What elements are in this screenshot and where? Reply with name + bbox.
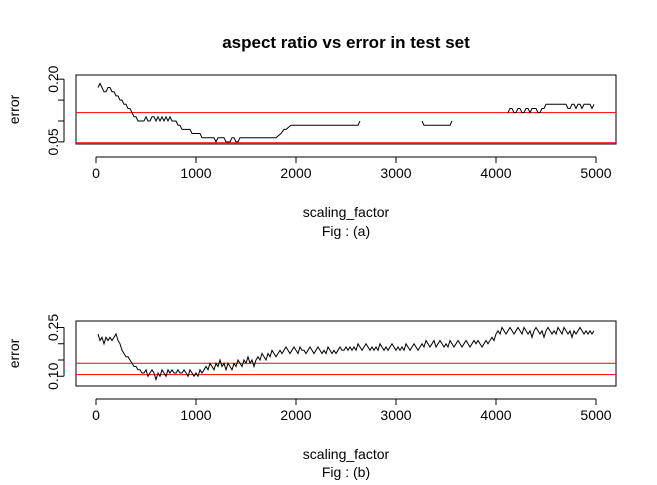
x-tick-label: 5000 xyxy=(580,407,611,423)
y-axis-label: error xyxy=(6,338,22,368)
x-tick-label: 1000 xyxy=(180,407,211,423)
series-line xyxy=(97,82,361,144)
x-tick-label: 4000 xyxy=(480,165,511,181)
x-axis-label: scaling_factor xyxy=(303,446,390,462)
plot-frame xyxy=(75,320,617,387)
x-tick-label: 0 xyxy=(92,165,100,181)
x-tick-label: 0 xyxy=(92,407,100,423)
plot-frame xyxy=(75,74,617,145)
figure-caption: Fig : (a) xyxy=(322,223,370,239)
series-line xyxy=(507,103,595,114)
x-tick-label: 3000 xyxy=(380,165,411,181)
x-tick-label: 4000 xyxy=(480,407,511,423)
y-tick-label: 0.25 xyxy=(45,314,61,341)
x-tick-label: 1000 xyxy=(180,165,211,181)
series-line xyxy=(97,326,595,382)
y-tick-label: 0.10 xyxy=(45,362,61,389)
series-line xyxy=(421,120,453,126)
chart-title: aspect ratio vs error in test set xyxy=(222,33,470,52)
y-tick-label: 0.05 xyxy=(45,128,61,155)
y-axis-label: error xyxy=(6,94,22,124)
x-tick-label: 5000 xyxy=(580,165,611,181)
panel-b: 0 1000 2000 3000 4000 5000 0.10 0.25 error scalin… xyxy=(6,314,617,480)
y-tick-label: 0.20 xyxy=(45,65,61,92)
figure-caption: Fig : (b) xyxy=(322,464,370,480)
x-tick-label: 2000 xyxy=(280,407,311,423)
x-axis-label: scaling_factor xyxy=(303,204,390,220)
panel-a: aspect ratio vs error in test set 0 1000 20… xyxy=(6,33,617,239)
x-tick-label: 3000 xyxy=(380,407,411,423)
x-tick-label: 2000 xyxy=(280,165,311,181)
